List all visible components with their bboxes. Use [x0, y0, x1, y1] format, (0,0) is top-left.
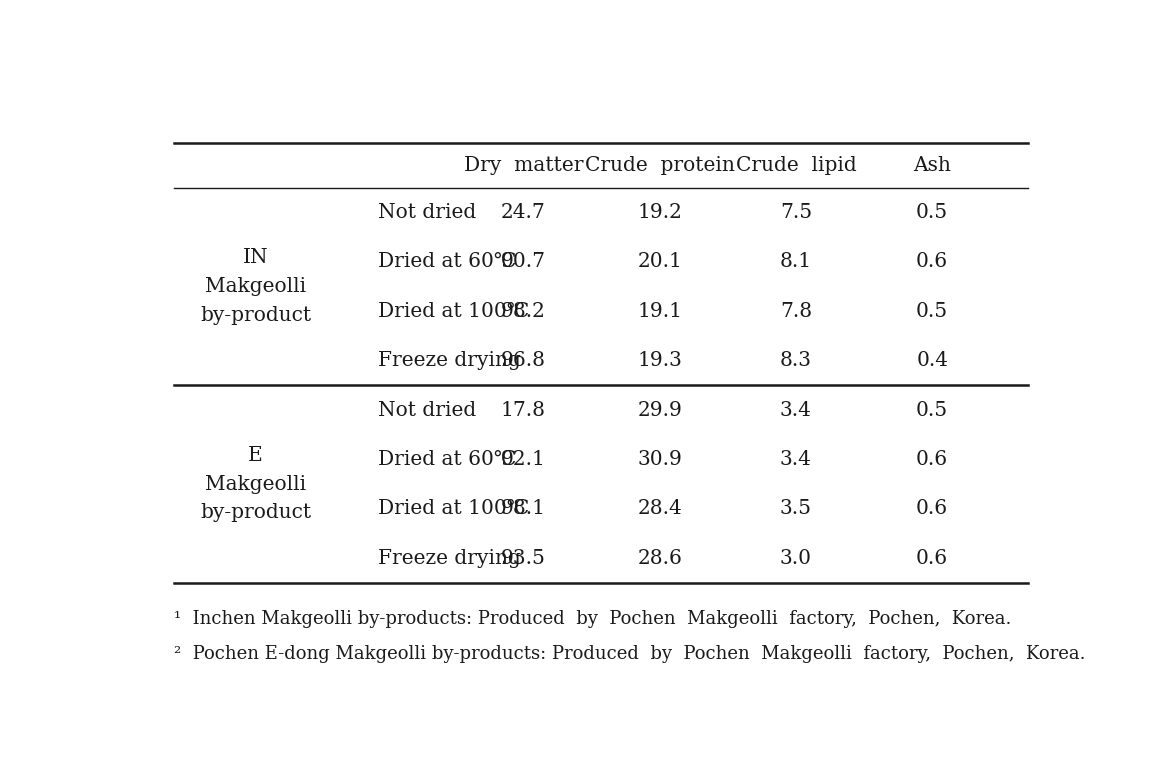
Text: Crude  protein: Crude protein — [585, 156, 735, 175]
Text: Ash: Ash — [913, 156, 952, 175]
Text: 98.1: 98.1 — [500, 499, 546, 519]
Text: 24.7: 24.7 — [502, 203, 546, 222]
Text: ¹  Inchen Makgeolli by-products: Produced  by  Pochen  Makgeolli  factory,  Poch: ¹ Inchen Makgeolli by-products: Produced… — [173, 610, 1011, 628]
Text: 0.6: 0.6 — [917, 450, 948, 469]
Text: 19.2: 19.2 — [638, 203, 682, 222]
Text: Freeze drying: Freeze drying — [379, 351, 522, 371]
Text: Dried at 100℃: Dried at 100℃ — [379, 302, 530, 321]
Text: 3.4: 3.4 — [781, 450, 812, 469]
Text: 3.5: 3.5 — [779, 499, 812, 519]
Text: 7.5: 7.5 — [779, 203, 812, 222]
Text: 92.1: 92.1 — [500, 450, 546, 469]
Text: 8.1: 8.1 — [779, 252, 812, 272]
Text: 3.4: 3.4 — [781, 401, 812, 420]
Text: 17.8: 17.8 — [500, 401, 546, 420]
Text: ²  Pochen E-dong Makgeolli by-products: Produced  by  Pochen  Makgeolli  factory: ² Pochen E-dong Makgeolli by-products: P… — [173, 645, 1085, 663]
Text: 96.8: 96.8 — [500, 351, 546, 371]
Text: 0.6: 0.6 — [917, 252, 948, 272]
Text: Crude  lipid: Crude lipid — [736, 156, 857, 175]
Text: 0.4: 0.4 — [917, 351, 948, 371]
Text: 19.3: 19.3 — [638, 351, 682, 371]
Text: Dried at 100℃: Dried at 100℃ — [379, 499, 530, 519]
Text: 90.7: 90.7 — [500, 252, 546, 272]
Text: Dry  matter: Dry matter — [464, 156, 584, 175]
Text: 98.2: 98.2 — [500, 302, 546, 321]
Text: Freeze drying: Freeze drying — [379, 549, 522, 568]
Text: 0.5: 0.5 — [917, 203, 948, 222]
Text: Dried at 60℃: Dried at 60℃ — [379, 450, 517, 469]
Text: 20.1: 20.1 — [638, 252, 682, 272]
Text: 3.0: 3.0 — [779, 549, 812, 568]
Text: 8.3: 8.3 — [779, 351, 812, 371]
Text: Not dried: Not dried — [379, 203, 476, 222]
Text: 0.5: 0.5 — [917, 401, 948, 420]
Text: 28.4: 28.4 — [638, 499, 682, 519]
Text: 93.5: 93.5 — [500, 549, 546, 568]
Text: 0.6: 0.6 — [917, 549, 948, 568]
Text: IN
Makgeolli
by-product: IN Makgeolli by-product — [200, 249, 311, 325]
Text: 0.6: 0.6 — [917, 499, 948, 519]
Text: 29.9: 29.9 — [638, 401, 682, 420]
Text: 30.9: 30.9 — [638, 450, 682, 469]
Text: 0.5: 0.5 — [917, 302, 948, 321]
Text: Not dried: Not dried — [379, 401, 476, 420]
Text: 28.6: 28.6 — [638, 549, 682, 568]
Text: 19.1: 19.1 — [638, 302, 682, 321]
Text: E
Makgeolli
by-product: E Makgeolli by-product — [200, 446, 311, 523]
Text: 7.8: 7.8 — [779, 302, 812, 321]
Text: Dried at 60℃: Dried at 60℃ — [379, 252, 517, 272]
